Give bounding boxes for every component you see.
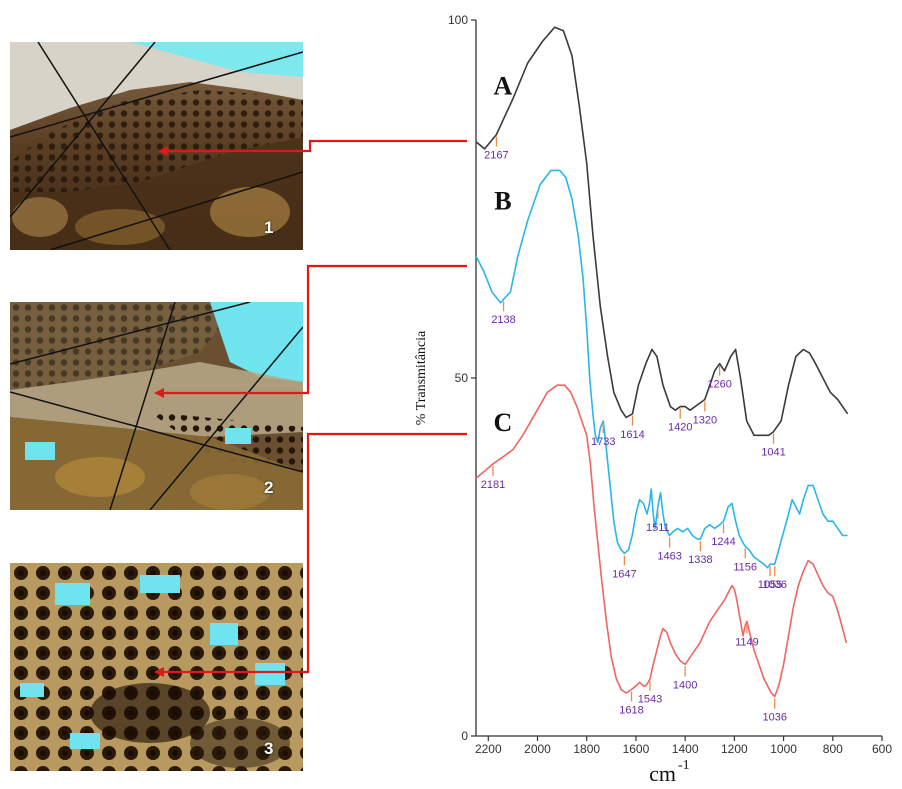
y-tick-label: 0	[461, 729, 468, 743]
y-axis-title: % Transmitância	[414, 330, 429, 425]
photo-number-3: 3	[264, 739, 274, 758]
x-tick-label: 800	[823, 742, 843, 756]
x-axis-title: cm	[649, 761, 676, 786]
annotation-label: 1036	[762, 712, 786, 724]
micrograph-3-image	[10, 563, 303, 771]
annotation-label: 1041	[761, 447, 785, 459]
y-tick-label: 100	[448, 13, 468, 27]
x-axis-title-exponent: -1	[678, 758, 690, 773]
series-group	[475, 26, 849, 698]
annotation-label: 1463	[657, 551, 681, 563]
connector-arrow-2	[160, 264, 467, 395]
annotation-label: 1511	[646, 522, 670, 534]
annotation-label: 2167	[484, 150, 508, 162]
series-line-c	[475, 384, 848, 698]
x-tick-label: 1600	[623, 742, 650, 756]
x-tick-label: 600	[872, 742, 892, 756]
x-tick-label: 2200	[475, 742, 502, 756]
connector-arrow-1	[163, 139, 467, 153]
photo-number-2: 2	[264, 478, 274, 497]
micrograph-2: 2	[10, 302, 303, 510]
arrowhead-3	[154, 667, 164, 677]
y-ticks: 0 50 100	[448, 13, 476, 743]
annotation-label: 2181	[481, 479, 505, 491]
x-tick-label: 1000	[770, 742, 797, 756]
annotation-label: 1614	[620, 429, 644, 441]
annotation-label: 2138	[491, 314, 515, 326]
series-label-group: A B C	[494, 72, 513, 438]
x-ticks: 2200 2000 1800 1600 1400 1200 1000 800 600	[475, 736, 892, 756]
micrograph-2-image	[10, 302, 303, 510]
connector-arrow-3	[160, 432, 467, 674]
arrowhead-1	[158, 146, 168, 156]
series-line-a	[475, 26, 849, 437]
y-tick-label: 50	[455, 371, 469, 385]
annotation-label: 1647	[612, 568, 636, 580]
annotation-label: 1055	[758, 579, 782, 591]
micrograph-3: 3	[10, 563, 303, 771]
annotation-label: 1543	[638, 694, 662, 706]
annotation-label: 1733	[591, 436, 615, 448]
micrograph-1: 1	[10, 42, 303, 250]
series-letter-b: B	[494, 186, 511, 215]
x-tick-label: 1400	[672, 742, 699, 756]
annotation-label: 1420	[668, 422, 692, 434]
annotation-label: 1320	[693, 414, 717, 426]
annotation-label: 1260	[707, 379, 731, 391]
annotation-label: 1156	[733, 561, 757, 573]
x-tick-label: 2000	[524, 742, 551, 756]
annotation-label: 1618	[619, 704, 643, 716]
connector-arrows	[154, 139, 467, 677]
photo-number-1: 1	[264, 218, 274, 237]
series-letter-a: A	[494, 72, 513, 101]
annotation-label: 1244	[711, 536, 735, 548]
series-letter-c: C	[494, 408, 513, 437]
series-line-b	[475, 169, 848, 569]
annotation-label: 1338	[688, 554, 712, 566]
arrowhead-2	[154, 388, 164, 398]
x-tick-label: 1200	[721, 742, 748, 756]
annotation-label: 1149	[735, 636, 759, 648]
micrograph-1-image	[10, 42, 303, 250]
annotation-label: 1400	[673, 679, 697, 691]
x-tick-label: 1800	[573, 742, 600, 756]
annotation-label: 1036	[762, 579, 786, 591]
